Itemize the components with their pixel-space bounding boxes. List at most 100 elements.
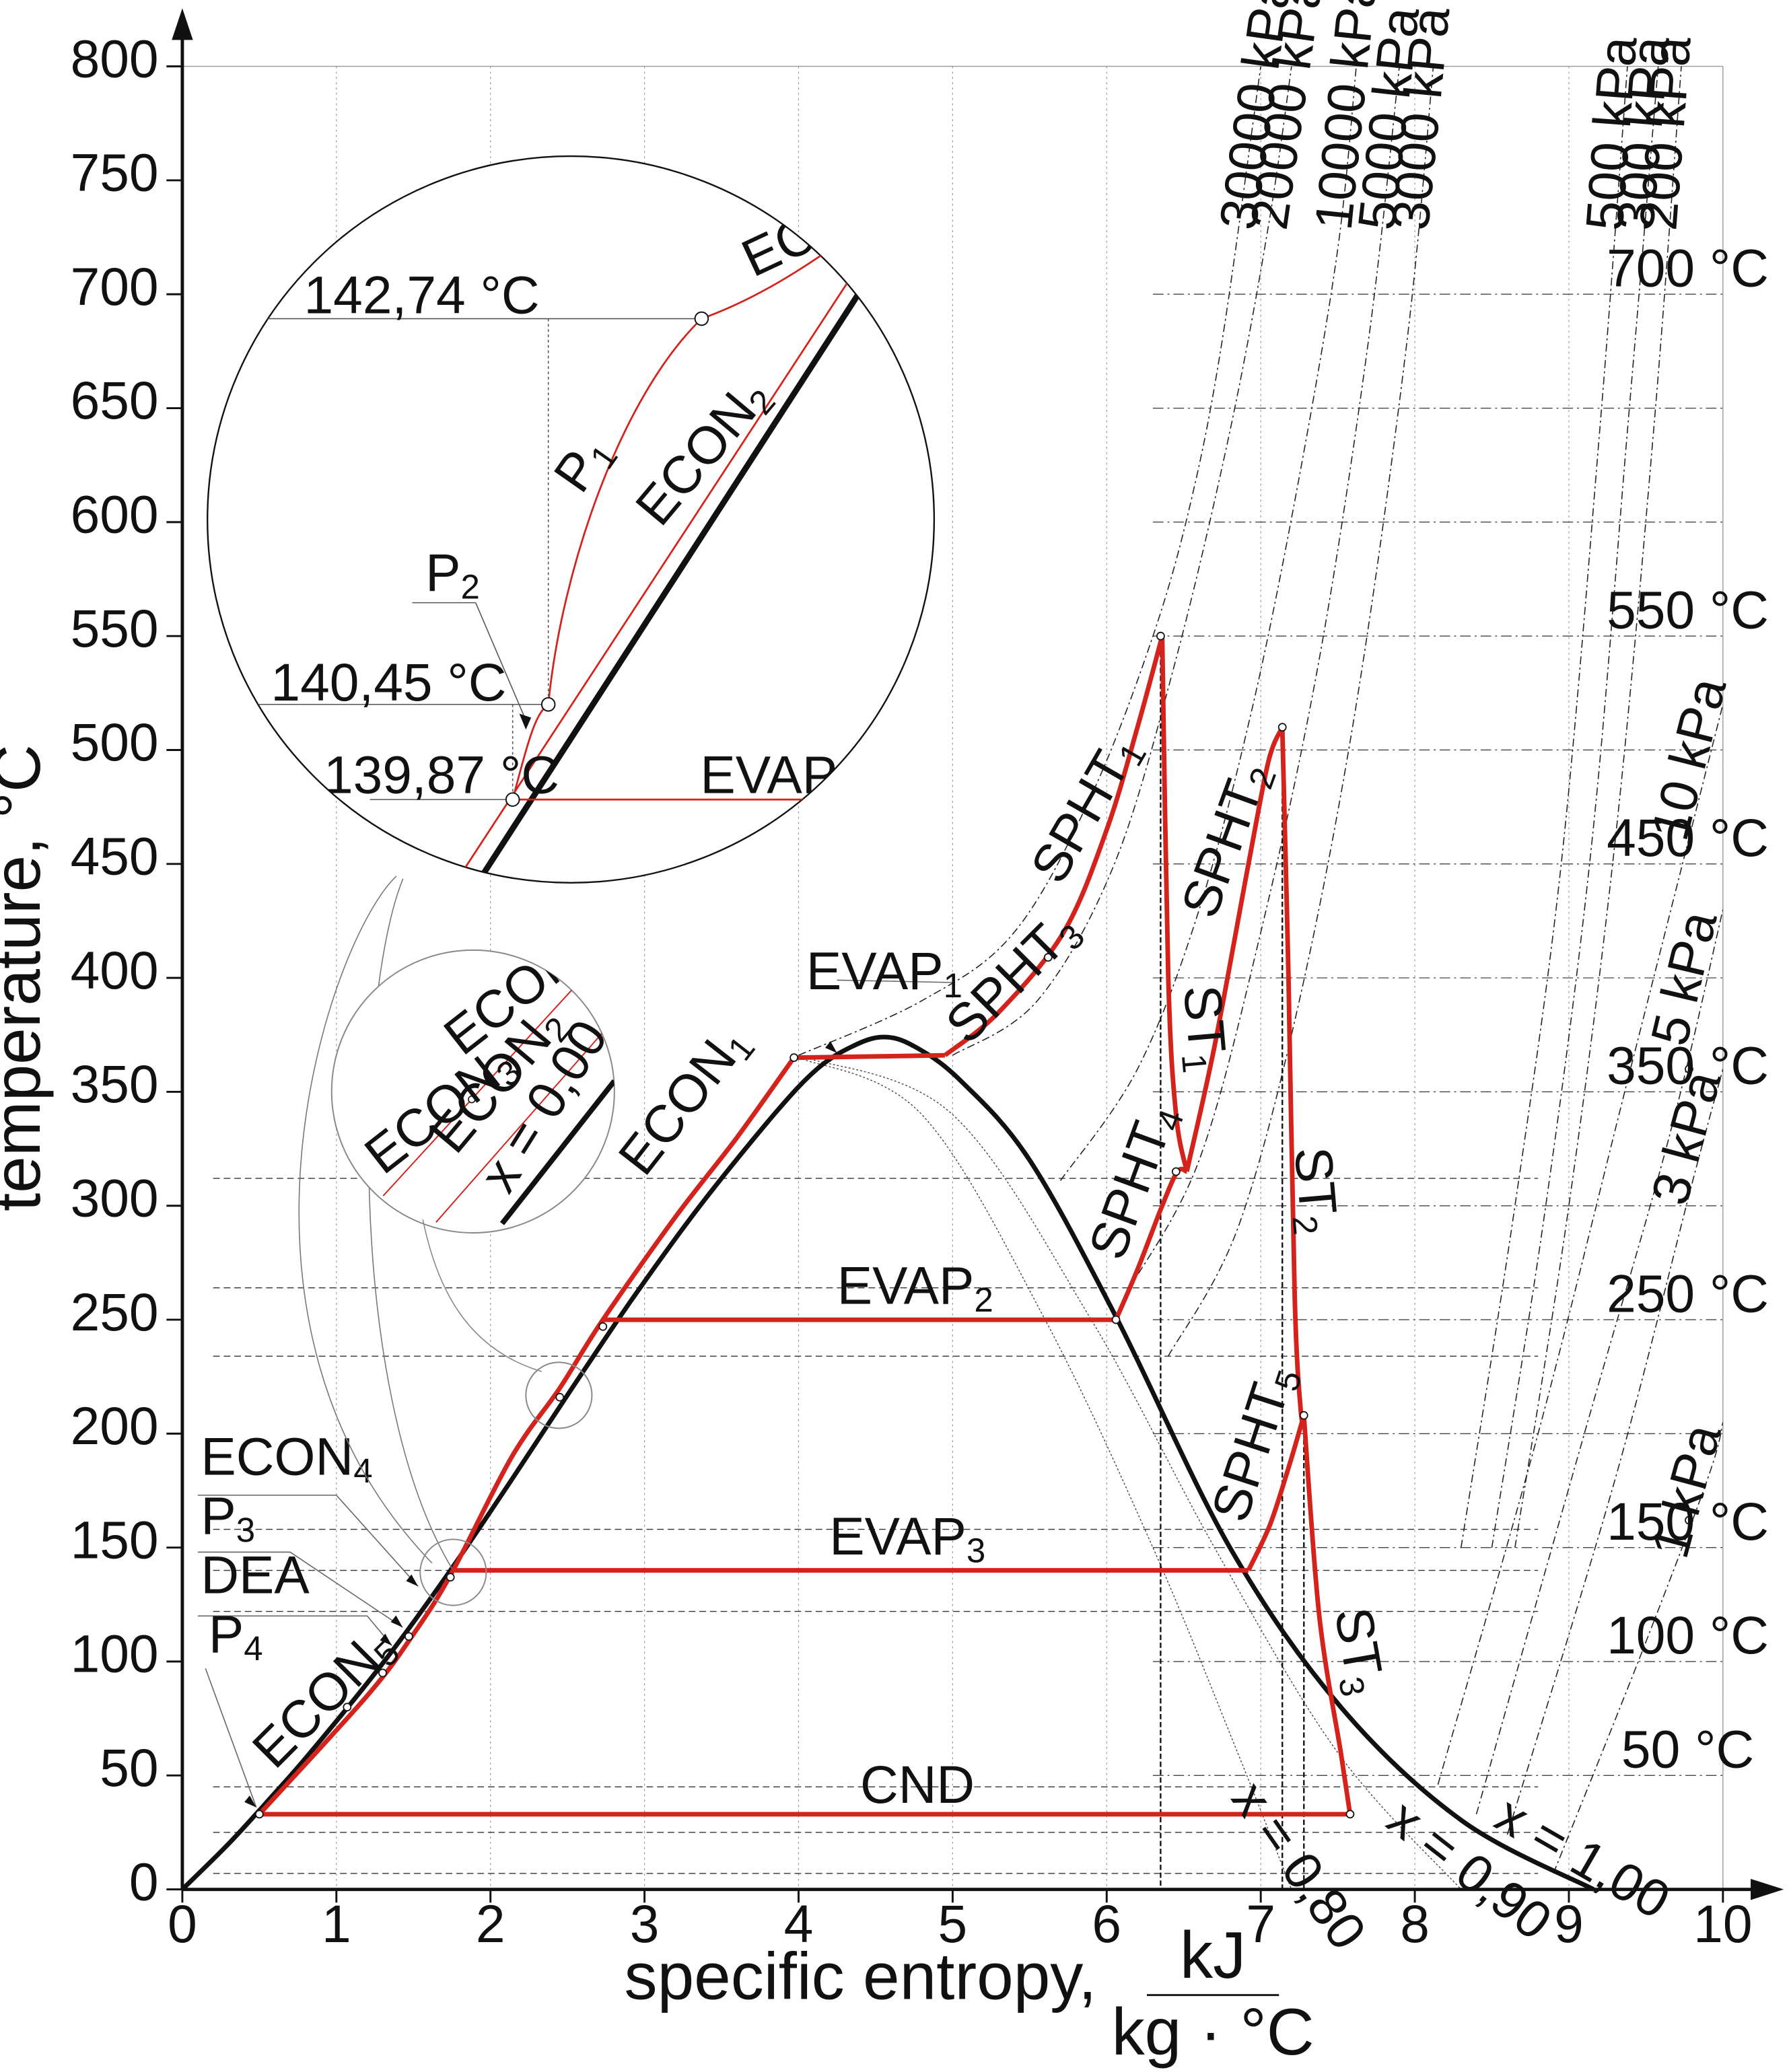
y-tick-label: 750	[71, 143, 159, 203]
pointer-line	[197, 1615, 392, 1646]
isobar-line	[1553, 1422, 1723, 1874]
y-tick-label: 200	[71, 1396, 159, 1456]
cycle-annotation: EVAP1	[806, 941, 962, 1005]
cycle-annotation: EVAP2	[837, 1256, 993, 1319]
isobar-lines	[798, 66, 1723, 1874]
isobar-line	[1514, 66, 1682, 1548]
isobar-line	[1168, 66, 1434, 1357]
isotherm-label: 450 °C	[1607, 808, 1769, 867]
isotherm-label: 250 °C	[1607, 1264, 1769, 1323]
state-point	[1299, 1410, 1308, 1420]
state-point	[790, 1053, 798, 1063]
isotherm-label: 100 °C	[1607, 1606, 1769, 1665]
y-tick-label: 600	[71, 485, 159, 544]
inset-large-connector	[298, 876, 433, 1564]
cycle-annotation: SPHT2	[1170, 754, 1284, 927]
isotherm-label: 50 °C	[1621, 1720, 1754, 1779]
cycle-segment	[1301, 1415, 1353, 1815]
saturation-curve	[180, 1034, 1595, 1892]
quality-lines	[798, 1057, 1462, 1890]
y-tick-label: 50	[100, 1738, 158, 1797]
y-tick-label: 0	[129, 1852, 159, 1911]
cycle-segment	[1160, 636, 1189, 1172]
vertical-dashed-lines	[1160, 636, 1305, 1890]
y-tick-label: 500	[71, 713, 159, 772]
y-axis-title: temperature, °C	[0, 744, 54, 1211]
pointer-line	[197, 1495, 419, 1587]
y-tick-label: 300	[71, 1168, 159, 1227]
inset-large-label: EVAP3	[700, 745, 856, 808]
cycle-points	[254, 631, 1693, 1819]
cycle-segment	[1279, 727, 1306, 1423]
cycle-annotation: CND	[860, 1755, 975, 1814]
pointer-arrow	[390, 1615, 403, 1628]
isobar-line	[1129, 66, 1400, 1289]
isobar-line	[1506, 1069, 1723, 1835]
cycle-annotation: ST2	[1279, 1145, 1350, 1236]
saturation-dome	[180, 1034, 1595, 1892]
axes	[172, 8, 1784, 1900]
x-tick-label: 4	[784, 1894, 814, 1954]
pointer-arrow	[406, 1574, 419, 1587]
y-tick-label: 800	[71, 29, 159, 88]
isobar-line	[952, 66, 1292, 1056]
pointer-lines	[197, 979, 953, 1808]
isotherm-label: 700 °C	[1607, 238, 1769, 297]
x-tick-label: 9	[1554, 1894, 1584, 1954]
y-tick-label: 400	[71, 941, 159, 1000]
x-tick-label: 10	[1693, 1894, 1752, 1954]
y-tick-label: 250	[71, 1283, 159, 1342]
cycle-segment	[1184, 726, 1285, 1172]
y-tick-label: 100	[71, 1624, 159, 1684]
state-point	[1043, 953, 1053, 962]
state-point	[254, 1810, 264, 1819]
cycle-annotation: ECON5	[241, 1616, 407, 1782]
inset-large-label: P2	[425, 543, 480, 606]
quality-line	[806, 1057, 1462, 1890]
cycle-annotation: DEA	[201, 1545, 310, 1604]
inset-large-label: 139,87 °C	[324, 745, 559, 804]
pointer-line	[205, 1668, 257, 1808]
isobar-label: 500 kPa	[1574, 34, 1648, 232]
state-point	[378, 1668, 387, 1678]
pointer-arrow	[825, 1041, 837, 1053]
pointer-line	[197, 1551, 403, 1628]
state-point	[1345, 1810, 1355, 1819]
state-point	[555, 1392, 565, 1402]
state-point	[1685, 1065, 1693, 1073]
inset-large-label: 140,45 °C	[271, 653, 506, 712]
cycle-segment	[1246, 1415, 1306, 1572]
cycle-annotation: ECON1	[607, 1013, 763, 1188]
isobar-label: 200 kPa	[1628, 34, 1702, 232]
quality-line	[798, 1057, 1292, 1890]
x-tick-label: 1	[322, 1894, 351, 1954]
cycle-annotation: P3	[201, 1486, 255, 1549]
state-point	[446, 1573, 455, 1582]
y-axis-ticks: 0 50 100 150 200 250 300 350 400 450 500 550 600 650 7…	[71, 29, 182, 1911]
cycle-annotation: P4	[209, 1604, 263, 1668]
x-axis-unit-numerator: kJ	[1180, 1918, 1246, 1992]
x-tick-label: 8	[1400, 1894, 1430, 1954]
y-tick-label: 650	[71, 371, 159, 430]
inset-small-connector	[422, 1219, 542, 1372]
cycle-annotation: ST1	[1168, 983, 1239, 1074]
cycle-annotation: ST3	[1320, 1603, 1397, 1699]
cycle-annotation: SPHT5	[1200, 1358, 1310, 1530]
zoom-ring-lower	[419, 1538, 487, 1606]
state-point	[1156, 631, 1165, 641]
cycle-segment	[794, 1052, 946, 1061]
isotherm-label: 150 °C	[1607, 1492, 1769, 1551]
x-tick-label: 3	[630, 1894, 660, 1954]
x-tick-label: 2	[476, 1894, 505, 1954]
isotherm-label: 350 °C	[1607, 1036, 1769, 1096]
x-tick-label: 5	[938, 1894, 968, 1954]
isobar-line	[1059, 66, 1357, 1181]
isotherm-label: 550 °C	[1607, 580, 1769, 639]
isobar-line	[1475, 909, 1723, 1815]
y-tick-label: 550	[71, 599, 159, 658]
x-axis-unit-denominator: kg · °C	[1112, 1995, 1314, 2069]
y-tick-label: 350	[71, 1055, 159, 1114]
